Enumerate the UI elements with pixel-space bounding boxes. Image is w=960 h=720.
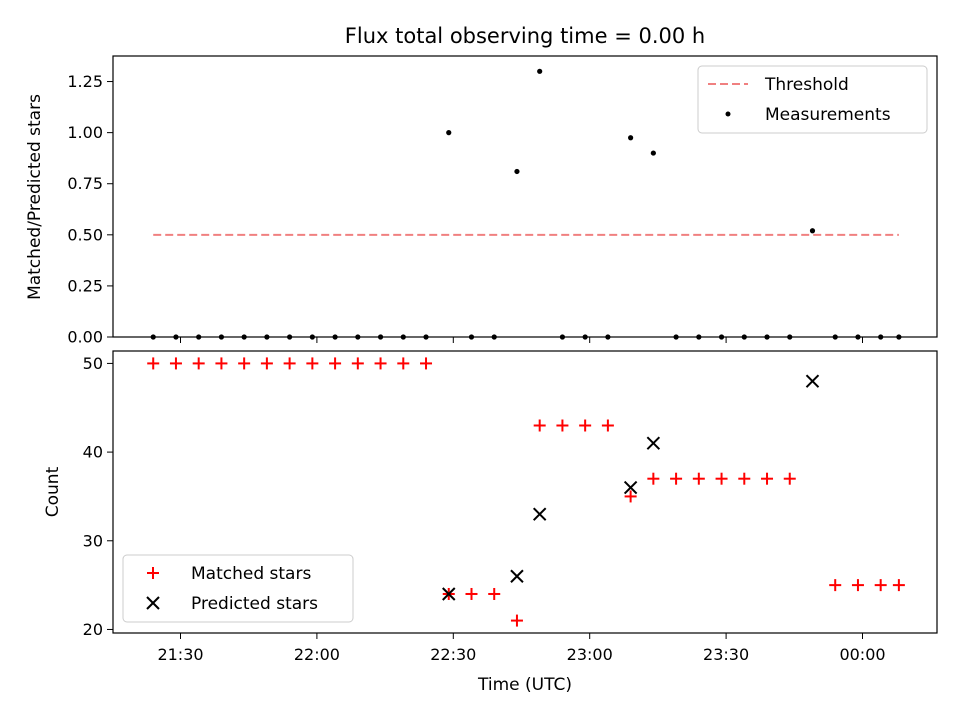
legend-matched-swatch	[147, 567, 159, 579]
top-chart-title: Flux total observing time = 0.00 h	[345, 24, 705, 48]
matched-stars-point	[420, 357, 433, 370]
matched-stars-point	[692, 472, 705, 485]
bottom-y-tick-label: 50	[83, 354, 103, 373]
x-tick-label: 23:30	[703, 645, 749, 664]
legend-predicted-swatch	[146, 596, 160, 610]
top-y-axis-label: Matched/Predicted stars	[25, 94, 45, 300]
measurement-point	[628, 135, 634, 141]
matched-stars-point	[465, 587, 478, 600]
matched-stars-point	[892, 579, 905, 592]
matched-stars-point	[738, 472, 751, 485]
matched-stars-point	[783, 472, 796, 485]
x-tick-label: 22:30	[430, 645, 476, 664]
matched-stars-point	[283, 357, 296, 370]
top-y-tick-label: 0.00	[67, 328, 103, 347]
matched-stars-point	[351, 357, 364, 370]
x-tick-label: 21:30	[157, 645, 203, 664]
matched-stars-point	[238, 357, 251, 370]
measurement-point	[446, 130, 452, 136]
matched-stars-point	[829, 579, 842, 592]
bottom-y-ticks: 20 30 40 50	[83, 354, 113, 639]
legend-measurements-swatch	[725, 111, 731, 117]
matched-stars-point	[488, 587, 501, 600]
predicted-stars-point	[646, 436, 661, 450]
matched-stars-point	[215, 357, 228, 370]
bottom-legend: Matched stars Predicted stars	[122, 554, 354, 623]
bottom-y-axis-label: Count	[43, 466, 63, 517]
predicted-stars-point	[532, 507, 547, 521]
top-axes-frame	[112, 55, 938, 338]
bottom-x-ticks: 21:30 22:00 22:30 23:00 23:30 00:00	[157, 633, 886, 664]
matched-stars-point	[556, 419, 569, 432]
top-legend-box	[697, 65, 928, 134]
matched-stars-point	[874, 579, 887, 592]
matched-stars-point	[579, 419, 592, 432]
top-plot-marks	[150, 68, 902, 340]
top-x-ticks	[180, 337, 863, 343]
matched-stars-point	[533, 419, 546, 432]
matched-stars-point	[147, 357, 160, 370]
measurement-point	[650, 150, 656, 156]
predicted-stars-point	[623, 480, 638, 495]
x-tick-label: 22:00	[294, 645, 340, 664]
legend-threshold-label: Threshold	[764, 75, 849, 95]
matched-stars-point	[260, 357, 273, 370]
matched-stars-point	[306, 357, 319, 370]
x-tick-label: 23:00	[567, 645, 613, 664]
top-y-tick-label: 0.75	[67, 174, 103, 193]
bottom-plot-marks	[147, 357, 905, 627]
matched-stars-point	[715, 472, 728, 485]
matched-stars-point	[851, 579, 864, 592]
measurement-point	[514, 168, 520, 175]
top-y-tick-label: 0.50	[67, 225, 103, 244]
bottom-axes-frame	[112, 350, 938, 634]
matched-stars-point	[670, 472, 683, 485]
legend-predicted-label: Predicted stars	[191, 594, 318, 614]
x-tick-label: 00:00	[839, 645, 885, 664]
matched-stars-point	[169, 357, 182, 370]
bottom-y-tick-label: 20	[83, 620, 103, 639]
predicted-stars-point	[442, 587, 456, 601]
matched-stars-point	[192, 357, 205, 370]
measurement-point	[537, 68, 543, 74]
top-legend: Threshold Measurements	[697, 65, 928, 134]
matched-stars-point	[601, 419, 614, 432]
matched-stars-point	[329, 357, 342, 370]
bottom-y-tick-label: 30	[83, 531, 103, 550]
predicted-stars-point	[510, 569, 524, 583]
top-y-ticks: 0.00 0.25 0.50 0.75 1.00 1.25	[67, 72, 113, 347]
bottom-y-tick-label: 40	[83, 443, 103, 462]
matched-stars-point	[510, 614, 523, 627]
top-y-tick-label: 1.00	[67, 123, 103, 142]
predicted-stars-point	[805, 374, 820, 388]
matched-stars-point	[374, 357, 387, 370]
legend-matched-label: Matched stars	[191, 564, 311, 584]
x-axis-label: Time (UTC)	[477, 675, 572, 695]
bottom-legend-box	[122, 554, 354, 623]
matched-stars-point	[397, 357, 410, 370]
measurement-point	[809, 228, 816, 234]
top-y-tick-label: 0.25	[67, 276, 103, 295]
matched-stars-point	[761, 472, 774, 485]
legend-measurements-label: Measurements	[765, 105, 891, 125]
matched-stars-point	[647, 472, 660, 485]
top-y-tick-label: 1.25	[67, 72, 103, 91]
matched-stars-point	[624, 490, 637, 503]
